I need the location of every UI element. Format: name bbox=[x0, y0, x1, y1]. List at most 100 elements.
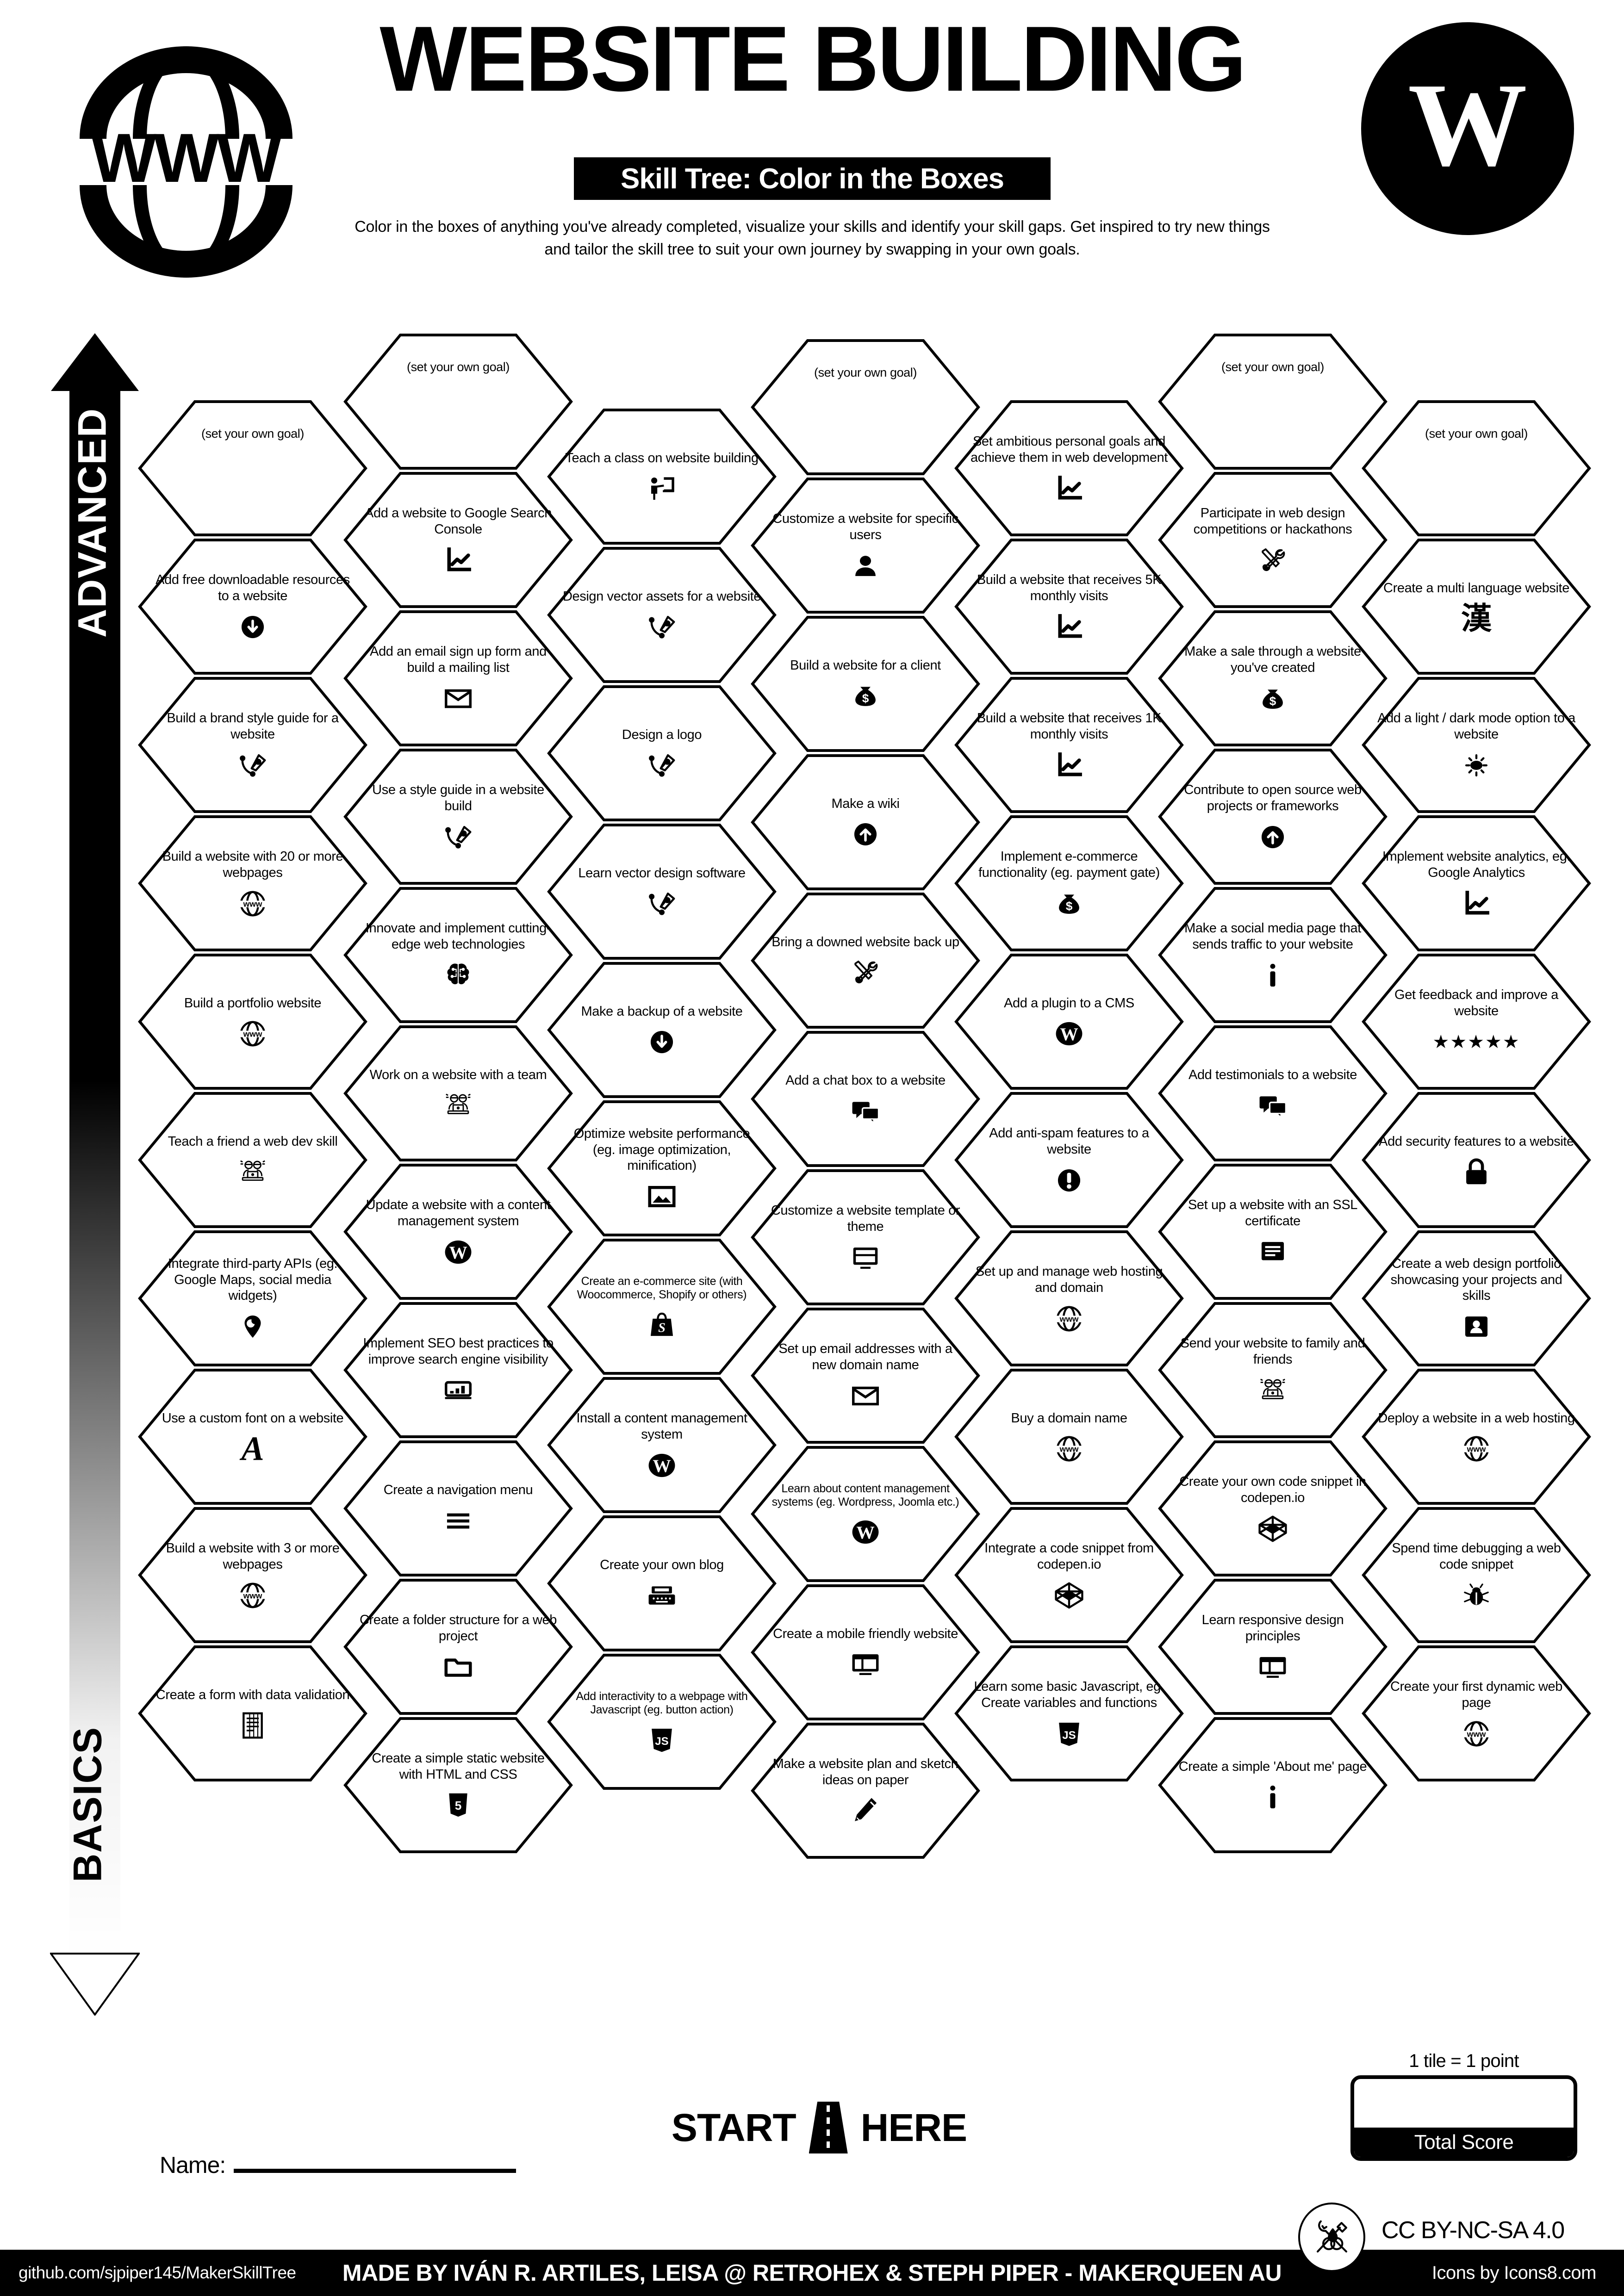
skill-tile[interactable]: Add a chat box to a website bbox=[750, 1030, 981, 1168]
skill-tile[interactable]: Implement e-commerce functionality (eg. … bbox=[953, 814, 1185, 953]
skill-tile[interactable]: Use a style guide in a website build bbox=[342, 747, 574, 886]
skill-tile[interactable]: (set your own goal) bbox=[342, 332, 574, 471]
skill-tile[interactable]: Create a folder structure for a web proj… bbox=[342, 1577, 574, 1716]
skill-tile[interactable]: Add testimonials to a website bbox=[1157, 1024, 1388, 1163]
skill-tile-content: Create a web design portfolio showcasing… bbox=[1377, 1253, 1576, 1344]
skill-tile[interactable]: Add a website to Google Search Console bbox=[342, 471, 574, 609]
page-subtitle: Skill Tree: Color in the Boxes bbox=[574, 157, 1051, 200]
total-score-box[interactable]: 1 tile = 1 point Total Score bbox=[1350, 2051, 1577, 2161]
skill-tile[interactable]: Implement SEO best practices to improve … bbox=[342, 1301, 574, 1440]
skill-tile[interactable]: Learn responsive design principles bbox=[1157, 1577, 1388, 1716]
skill-tile[interactable]: Deploy a website in a web hosting www bbox=[1361, 1367, 1592, 1506]
skill-tile[interactable]: (set your own goal) bbox=[137, 399, 368, 538]
skill-tile-label: Build a portfolio website bbox=[184, 995, 322, 1011]
skill-tile[interactable]: Build a website that receives 5K monthly… bbox=[953, 537, 1185, 676]
skill-tile[interactable]: Build a website with 20 or more webpages… bbox=[137, 814, 368, 953]
skill-tile[interactable]: Innovate and implement cutting-edge web … bbox=[342, 886, 574, 1024]
skill-tile-label: Contribute to open source web projects o… bbox=[1184, 782, 1362, 813]
skill-tile-label: Buy a domain name bbox=[1011, 1410, 1127, 1426]
skill-tile[interactable]: Use a custom font on a website A bbox=[137, 1367, 368, 1506]
skill-tile[interactable]: Set up a website with an SSL certificate bbox=[1157, 1162, 1388, 1301]
skill-tile[interactable]: Learn about content management systems (… bbox=[750, 1445, 981, 1583]
skill-tile[interactable]: Create your own blog bbox=[546, 1514, 778, 1653]
skill-tile[interactable]: Participate in web design competitions o… bbox=[1157, 471, 1388, 609]
skill-tile-content: Create a mobile friendly website bbox=[766, 1623, 965, 1682]
skill-tile[interactable]: Bring a downed website back up bbox=[750, 891, 981, 1030]
skill-tile[interactable]: Build a website for a client $ bbox=[750, 614, 981, 753]
skill-tile[interactable]: Make a sale through a website you've cre… bbox=[1157, 609, 1388, 748]
skill-tile[interactable]: Optimize website performance (eg. image … bbox=[546, 1099, 778, 1238]
skill-tile-content: Build a website that receives 1K monthly… bbox=[970, 707, 1169, 782]
skill-tile[interactable]: Make a website plan and sketch ideas on … bbox=[750, 1721, 981, 1860]
skill-tile[interactable]: Create your own code snippet in codepen.… bbox=[1157, 1439, 1388, 1578]
skill-tile[interactable]: Build a website that receives 1K monthly… bbox=[953, 676, 1185, 814]
chat-bubbles-icon bbox=[1257, 1088, 1289, 1123]
skill-tile[interactable]: Integrate third-party APIs (eg. Google M… bbox=[137, 1229, 368, 1368]
skill-tile-label: Set up and manage web hosting and domain bbox=[975, 1264, 1163, 1295]
javascript-icon: JS bbox=[646, 1723, 678, 1757]
skill-tile[interactable]: Integrate a code snippet from codepen.io bbox=[953, 1506, 1185, 1644]
skill-tile[interactable]: (set your own goal) bbox=[1361, 399, 1592, 538]
skill-tile[interactable]: Make a social media page that sends traf… bbox=[1157, 886, 1388, 1024]
skill-tile[interactable]: Customize a website for specific users bbox=[750, 476, 981, 615]
skill-tile[interactable]: Spend time debugging a web code snippet bbox=[1361, 1506, 1592, 1644]
skill-tile[interactable]: Create a simple static website with HTML… bbox=[342, 1716, 574, 1855]
skill-tile[interactable]: Make a wiki bbox=[750, 753, 981, 892]
name-field[interactable]: Name: bbox=[160, 2152, 516, 2178]
hexagon-outline bbox=[750, 1306, 981, 1445]
skill-tile[interactable]: Add a plugin to a CMS W bbox=[953, 952, 1185, 1091]
skill-tile[interactable]: Create a simple 'About me' page bbox=[1157, 1716, 1388, 1855]
skill-tile[interactable]: Build a website with 3 or more webpages w… bbox=[137, 1506, 368, 1644]
skill-tile[interactable]: Create a web design portfolio showcasing… bbox=[1361, 1229, 1592, 1368]
github-link[interactable]: github.com/sjpiper145/MakerSkillTree bbox=[19, 2263, 296, 2282]
skill-tile[interactable]: Learn some basic Javascript, eg. Create … bbox=[953, 1644, 1185, 1783]
two-people-laptop-icon bbox=[442, 1088, 474, 1123]
skill-tile[interactable]: Create an e-commerce site (with Woocomme… bbox=[546, 1237, 778, 1376]
skill-tile[interactable]: Design a logo bbox=[546, 684, 778, 823]
name-input-line[interactable] bbox=[234, 2169, 516, 2173]
icons8-credit[interactable]: Icons by Icons8.com bbox=[1431, 2262, 1597, 2283]
skill-tile[interactable]: Add free downloadable resources to a web… bbox=[137, 537, 368, 676]
folder-icon bbox=[442, 1650, 474, 1684]
skill-tile[interactable]: Teach a class on website building bbox=[546, 407, 778, 546]
skill-tile[interactable]: Install a content management system W bbox=[546, 1376, 778, 1514]
skill-tile[interactable]: Set ambitious personal goals and achieve… bbox=[953, 399, 1185, 538]
skill-tile[interactable]: Add interactivity to a webpage with Java… bbox=[546, 1652, 778, 1791]
skill-tile[interactable]: Add anti-spam features to a website bbox=[953, 1091, 1185, 1229]
credits-text: MADE BY IVÁN R. ARTILES, LEISA @ RETROHE… bbox=[342, 2260, 1282, 2286]
skill-tile[interactable]: Create a multi language website 漢 bbox=[1361, 537, 1592, 676]
skill-tile[interactable]: Work on a website with a team bbox=[342, 1024, 574, 1163]
skill-tile[interactable]: Add a light / dark mode option to a webs… bbox=[1361, 676, 1592, 814]
skill-tile[interactable]: Get feedback and improve a website ★★★★★ bbox=[1361, 952, 1592, 1091]
skill-tile[interactable]: Add security features to a website bbox=[1361, 1091, 1592, 1229]
skill-tile[interactable]: Create your first dynamic web page www bbox=[1361, 1644, 1592, 1783]
score-input-box[interactable]: Total Score bbox=[1350, 2075, 1577, 2161]
skill-tile[interactable]: Create a navigation menu bbox=[342, 1439, 574, 1578]
skill-tile[interactable]: Implement website analytics, eg. Google … bbox=[1361, 814, 1592, 953]
skill-tile[interactable]: Build a brand style guide for a website bbox=[137, 676, 368, 814]
skill-tile-label: Customize a website template or theme bbox=[771, 1203, 960, 1234]
start-here-marker: START HERE bbox=[639, 2100, 1000, 2155]
skill-tile[interactable]: Learn vector design software bbox=[546, 822, 778, 961]
skill-tile[interactable]: Customize a website template or theme bbox=[750, 1168, 981, 1307]
hexagon-outline bbox=[750, 614, 981, 753]
envelope-icon bbox=[849, 1379, 882, 1413]
skill-tile[interactable]: Send your website to family and friends bbox=[1157, 1301, 1388, 1440]
skill-tile[interactable]: Build a portfolio website www bbox=[137, 952, 368, 1091]
skill-tile[interactable]: Set up email addresses with a new domain… bbox=[750, 1306, 981, 1445]
skill-tile[interactable]: Create a mobile friendly website bbox=[750, 1583, 981, 1722]
skill-tile[interactable]: Create a form with data validation bbox=[137, 1644, 368, 1783]
svg-text:www: www bbox=[243, 1030, 262, 1039]
skill-tile[interactable]: Update a website with a content manageme… bbox=[342, 1162, 574, 1301]
skill-tile[interactable]: (set your own goal) bbox=[1157, 332, 1388, 471]
skill-tile[interactable]: Make a backup of a website bbox=[546, 961, 778, 1099]
skill-tile[interactable]: Teach a friend a web dev skill bbox=[137, 1091, 368, 1229]
skill-tile[interactable]: Design vector assets for a website bbox=[546, 546, 778, 684]
skill-tile[interactable]: Contribute to open source web projects o… bbox=[1157, 747, 1388, 886]
skill-tile[interactable]: Set up and manage web hosting and domain… bbox=[953, 1229, 1185, 1368]
www-globe-icon: www bbox=[236, 1017, 269, 1051]
skill-tile[interactable]: Buy a domain name www bbox=[953, 1367, 1185, 1506]
skill-tile-label: Create a web design portfolio showcasing… bbox=[1390, 1256, 1562, 1303]
skill-tile[interactable]: (set your own goal) bbox=[750, 338, 981, 477]
skill-tile[interactable]: Add an email sign up form and build a ma… bbox=[342, 609, 574, 748]
